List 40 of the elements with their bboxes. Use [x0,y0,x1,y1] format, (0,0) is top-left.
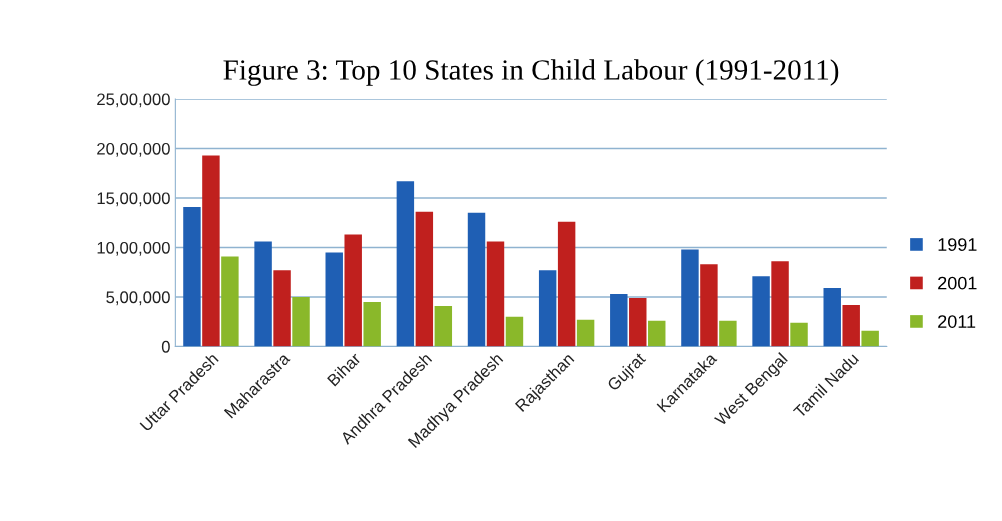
y-tick-label: 25,00,000 [97,93,170,108]
bar [861,330,879,347]
bar [415,211,434,347]
bar [505,316,524,347]
legend-label: 2001 [938,276,977,290]
legend-label: 1991 [938,238,977,251]
bar [648,320,666,347]
bar [842,304,860,347]
bar [202,155,220,347]
bar [538,270,557,347]
bar [344,234,362,347]
bar [681,249,699,347]
y-tick-label: 15,00,000 [97,192,170,207]
bar [700,264,718,347]
bar [292,296,310,347]
bar [557,221,576,347]
bar [254,241,272,347]
y-tick-label: 5,00,000 [106,291,170,306]
bar [576,319,595,347]
bar [363,301,381,347]
bar [719,320,737,347]
bar [273,270,291,347]
bar [486,241,505,347]
bar [434,305,453,347]
bar [183,206,201,347]
bar [629,297,647,347]
bar [396,181,415,347]
y-tick-label: 0 [161,340,170,353]
bar [771,261,789,347]
y-tick-label: 10,00,000 [97,241,170,256]
bar [467,212,486,347]
y-tick-label: 20,00,000 [97,142,170,157]
bar [221,256,239,347]
bar [752,276,770,347]
bar [325,252,343,347]
bar [610,294,628,347]
bar [790,322,808,347]
legend-label: 2011 [938,315,976,328]
chart-title: Figure 3: Top 10 States in Child Labour (1991-2011) [223,59,839,86]
bar [823,288,841,347]
